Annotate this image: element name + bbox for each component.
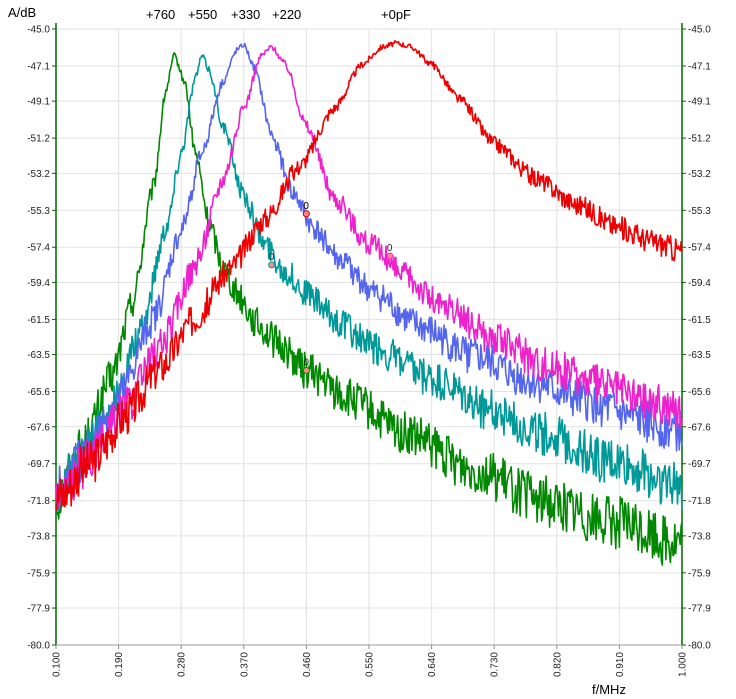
marker-point: [302, 210, 310, 218]
marker-label: 0: [303, 357, 309, 368]
x-tick-label: 0.910: [615, 652, 626, 677]
y-tick-label-right: -49.1: [688, 97, 711, 108]
y-tick-label-left: -61.5: [27, 315, 50, 326]
y-tick-label-right: -59.4: [688, 278, 711, 289]
y-tick-label-left: -47.1: [27, 61, 50, 72]
series-line-760: [55, 52, 683, 566]
y-tick-label-right: -71.8: [688, 496, 711, 507]
x-tick-label: 0.280: [177, 652, 188, 677]
series-label: +220: [272, 7, 301, 22]
y-tick-label-right: -80.0: [688, 641, 711, 652]
series-label: +330: [231, 7, 260, 22]
y-tick-label-left: -57.4: [27, 243, 50, 254]
marker-label: 0: [303, 201, 309, 212]
y-tick-label-left: -45.0: [27, 25, 50, 36]
y-tick-label-left: -63.5: [27, 350, 50, 361]
y-tick-label-right: -73.8: [688, 531, 711, 542]
y-tick-label-left: -77.9: [27, 604, 50, 615]
y-tick-label-right: -69.7: [688, 459, 711, 470]
marker-label: 0: [269, 252, 275, 263]
y-tick-label-left: -55.3: [27, 206, 50, 217]
y-tick-label-left: -69.7: [27, 459, 50, 470]
y-axis-title: A/dB: [8, 5, 36, 20]
y-tick-label-right: -53.2: [688, 169, 711, 180]
series-labels: +760 +550 +330 +220 +0pF: [146, 7, 411, 22]
y-tick-label-right: -75.9: [688, 568, 711, 579]
y-tick-label-right: -77.9: [688, 604, 711, 615]
y-tick-label-right: -57.4: [688, 243, 711, 254]
series-line-0pF: [55, 39, 683, 512]
marker-label: 0: [303, 201, 309, 212]
series-label: +0pF: [381, 7, 411, 22]
y-tick-label-left: -51.2: [27, 134, 50, 145]
x-tick-label: 0.820: [552, 652, 563, 677]
x-tick-label: 0.370: [239, 652, 250, 677]
titles: A/dB f/MHz: [8, 5, 626, 697]
y-tick-label-right: -65.6: [688, 387, 711, 398]
y-tick-label-right: -63.5: [688, 350, 711, 361]
tick-labels: -45.0 -45.0 -47.1 -47.1 -49.1 -49.1 -51.2 -51.2…: [27, 25, 711, 678]
marker-label: 0: [387, 243, 393, 254]
marker-point: [268, 261, 276, 269]
y-tick-label-right: -47.1: [688, 61, 711, 72]
y-tick-label-left: -75.9: [27, 568, 50, 579]
series-line-220: [55, 44, 683, 510]
y-tick-label-left: -59.4: [27, 278, 50, 289]
y-tick-label-left: -71.8: [27, 496, 50, 507]
x-tick-label: 1.000: [678, 652, 689, 677]
x-tick-label: 0.550: [365, 652, 376, 677]
y-tick-label-left: -67.6: [27, 422, 50, 433]
marker-point: [302, 366, 310, 374]
y-tick-label-left: -73.8: [27, 531, 50, 542]
y-tick-label-right: -51.2: [688, 134, 711, 145]
series-label: +550: [188, 7, 217, 22]
x-axis-title: f/MHz: [592, 682, 626, 697]
x-tick-label: 0.100: [52, 652, 63, 677]
y-tick-label-right: -45.0: [688, 25, 711, 36]
axes: [52, 23, 686, 649]
x-tick-label: 0.730: [490, 652, 501, 677]
series-line-550: [55, 54, 683, 512]
y-tick-label-right: -61.5: [688, 315, 711, 326]
y-tick-label-left: -65.6: [27, 387, 50, 398]
y-tick-label-left: -80.0: [27, 641, 50, 652]
y-tick-label-left: -49.1: [27, 97, 50, 108]
x-tick-label: 0.640: [427, 652, 438, 677]
y-tick-label-left: -53.2: [27, 169, 50, 180]
series-label: +760: [146, 7, 175, 22]
x-tick-label: 0.190: [114, 652, 125, 677]
series-line-330: [55, 42, 683, 506]
y-tick-label-right: -67.6: [688, 422, 711, 433]
x-tick-label: 0.460: [302, 652, 313, 677]
y-tick-label-right: -55.3: [688, 206, 711, 217]
series-lines: [55, 39, 683, 566]
marker-point: [386, 252, 394, 260]
